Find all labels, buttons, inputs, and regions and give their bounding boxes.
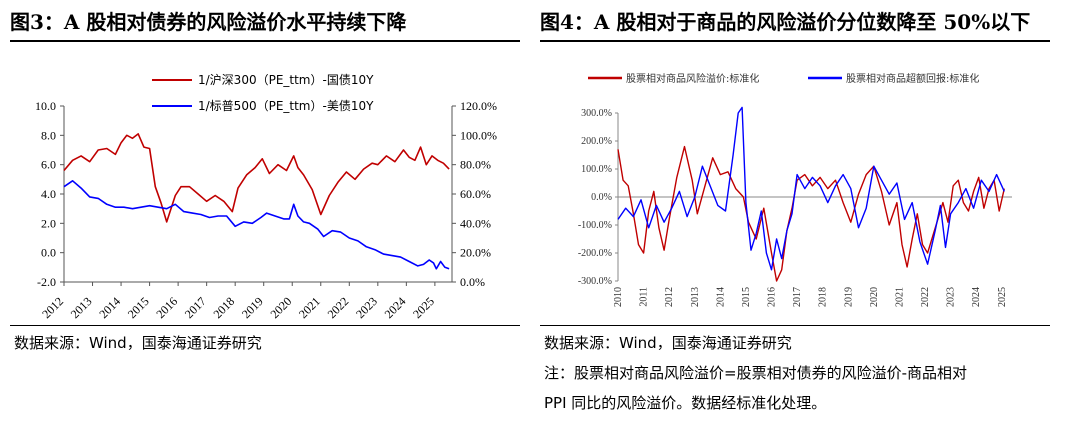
red-series-line	[63, 133, 450, 223]
left-y-tick-label: 4.0	[41, 187, 56, 201]
right-source-rule	[540, 325, 1050, 326]
right-chart-x-tick-label: 2014	[715, 287, 726, 307]
right-chart-y-tick-label: -300.0%	[578, 276, 612, 287]
left-y-tick-label: -2.0	[37, 275, 56, 289]
right-blue-series-line	[617, 106, 1005, 271]
right-y-tick-label: 0.0%	[460, 275, 485, 289]
right-chart-y-tick-label: -200.0%	[578, 248, 612, 259]
left-figure-title: 图3：A 股相对债券的风险溢价水平持续下降	[10, 10, 407, 34]
right-chart-x-tick-label: 2020	[869, 287, 880, 307]
right-chart-x-tick-label: 2023	[946, 287, 957, 307]
right-chart-x-tick-label: 2025	[997, 287, 1008, 307]
right-chart-x-tick-label: 2018	[818, 287, 829, 307]
right-chart-x-tick-label: 2013	[690, 287, 701, 307]
right-y-tick-label: 80.0%	[460, 158, 491, 172]
right-y-tick-label: 20.0%	[460, 246, 491, 260]
left-source-text: 数据来源：Wind，国泰海通证券研究	[14, 334, 262, 352]
left-y-tick-label: 8.0	[41, 128, 56, 142]
right-figure-title: 图4：A 股相对于商品的风险溢价分位数降至 50%以下	[540, 10, 1031, 34]
right-y-tick-label: 40.0%	[460, 216, 491, 230]
right-chart-y-tick-label: 200.0%	[581, 136, 612, 147]
right-chart-x-tick-label: 2022	[920, 287, 931, 307]
right-chart-x-tick-label: 2016	[767, 287, 778, 307]
right-note-line2: PPI 同比的风险溢价。数据经标准化处理。	[544, 394, 827, 412]
right-chart-y-tick-label: 300.0%	[581, 108, 612, 119]
right-chart-x-tick-label: 2024	[971, 287, 982, 307]
right-legend: 股票相对商品风险溢价:标准化 股票相对商品超额回报:标准化	[588, 72, 979, 85]
right-chart-x-tick-label: 2012	[664, 287, 675, 307]
left-y-tick-label: 2.0	[41, 216, 56, 230]
right-chart-y-tick-label: -100.0%	[578, 220, 612, 231]
right-chart-x-tick-label: 2019	[843, 287, 854, 307]
left-chart: -2.0 0.0 2.0 4.0 6.0 8.0 10.0 0.0% 20.0% 40.0% 60.…	[35, 73, 497, 321]
right-red-series-line	[617, 145, 1005, 282]
blue-series-line	[63, 180, 450, 270]
left-source-rule	[10, 325, 520, 326]
right-chart-x-tick-label: 2010	[613, 287, 624, 307]
legend-label: 1/标普500（PE_ttm）-美债10Y	[198, 99, 374, 113]
legend-label: 1/沪深300（PE_ttm）-国债10Y	[198, 73, 374, 87]
legend-label: 股票相对商品风险溢价:标准化	[626, 72, 759, 85]
left-legend: 1/沪深300（PE_ttm）-国债10Y 1/标普500（PE_ttm）-美债1…	[152, 73, 374, 113]
right-y-tick-label: 120.0%	[460, 99, 497, 113]
right-source-text: 数据来源：Wind，国泰海通证券研究	[544, 334, 792, 352]
right-y-tick-label: 60.0%	[460, 187, 491, 201]
left-y-tick-label: 10.0	[35, 99, 56, 113]
right-note-line1: 注：股票相对商品风险溢价=股票相对债券的风险溢价-商品相对	[544, 364, 967, 382]
right-title-rule	[540, 40, 1050, 42]
left-y-tick-label: 0.0	[41, 246, 56, 260]
right-chart-y-tick-label: 0.0%	[591, 192, 612, 203]
right-chart: -300.0% -200.0% -100.0% 0.0% 100.0% 200.0% 300…	[578, 72, 1012, 307]
legend-label: 股票相对商品超额回报:标准化	[846, 72, 979, 85]
right-chart-x-tick-label: 2017	[792, 287, 803, 307]
right-chart-y-tick-label: 100.0%	[581, 164, 612, 175]
right-y-tick-label: 100.0%	[460, 128, 497, 142]
right-chart-x-tick-label: 2021	[894, 287, 905, 307]
left-title-rule	[10, 40, 520, 42]
left-y-tick-label: 6.0	[41, 158, 56, 172]
right-chart-x-tick-label: 2011	[639, 287, 650, 307]
right-chart-x-tick-label: 2015	[741, 287, 752, 307]
